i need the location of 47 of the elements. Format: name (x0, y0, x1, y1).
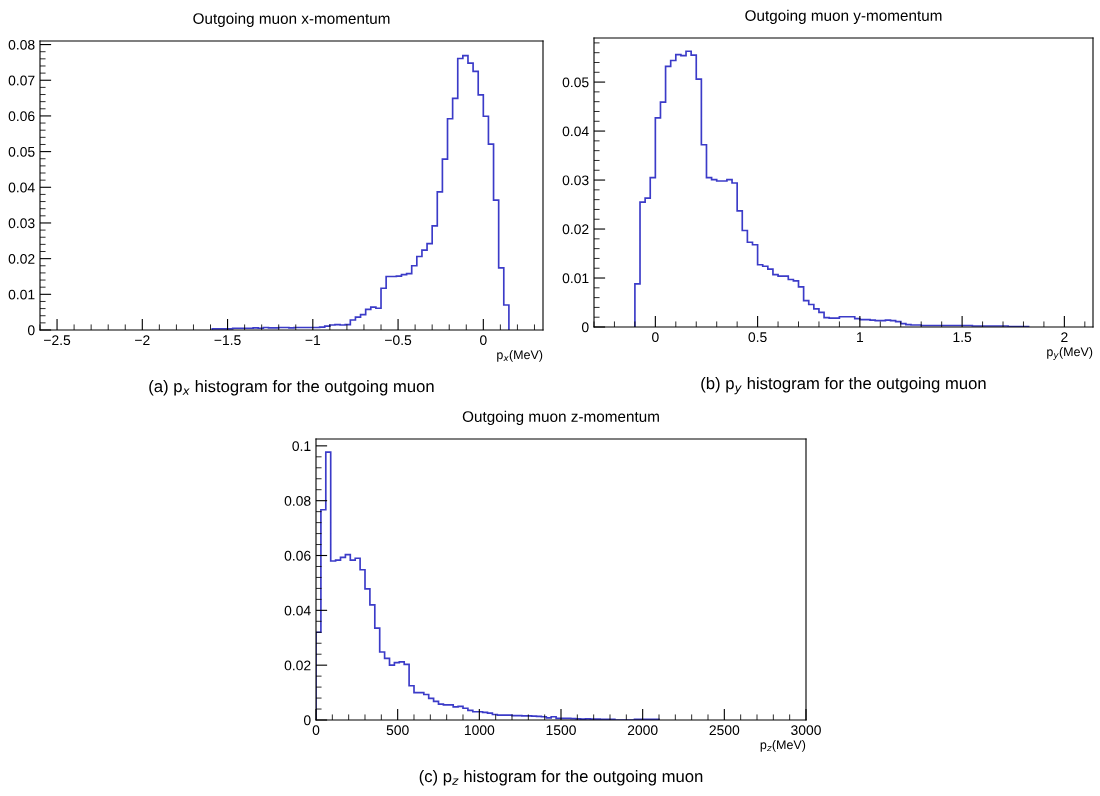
text: (b) p$_{y}$ histogram for the outgoing muon (701, 377, 986, 395)
x-tick-label: −2 (135, 335, 150, 345)
y-tick-label: 0.07 (8, 75, 35, 86)
x-axis-title: p$_{x}$(MeV) (497, 350, 543, 362)
x-tick-label: 3000 (791, 725, 821, 736)
y-tick-label: 0 (303, 715, 311, 726)
y-tick-label: 0.02 (284, 660, 311, 671)
chart-title: Outgoing muon y-momentum (745, 9, 942, 24)
y-tick-label: 0.04 (284, 605, 311, 616)
y-tick-label: 0.06 (284, 550, 311, 561)
x-tick-label: 500 (386, 725, 409, 736)
text: (a) p$_{x}$ histogram for the outgoing muon (149, 380, 434, 396)
chart-title: Outgoing muon x-momentum (193, 12, 390, 27)
text: (c) p$_{z}$ histogram for the outgoing muon (419, 770, 703, 786)
y-tick-label: 0.03 (8, 218, 35, 229)
x-tick-label: 2000 (627, 725, 658, 736)
y-tick-label: 0 (581, 322, 589, 333)
y-tick-label: 0.1 (292, 441, 311, 452)
x-tick-label: −1 (305, 335, 321, 345)
y-tick-label: 0.03 (562, 175, 589, 186)
x-tick-label: 0.5 (748, 332, 767, 343)
y-tick-label: 0.08 (284, 496, 311, 506)
x-tick-label: 1.5 (953, 332, 972, 343)
x-tick-label: −0.5 (385, 335, 412, 346)
x-tick-label: 1000 (464, 725, 495, 736)
x-tick-label: 1500 (546, 725, 576, 736)
x-tick-label: 0 (480, 335, 487, 346)
x-axis-title: p$_{z}$(MeV) (760, 740, 806, 752)
x-tick-label: 2 (1061, 332, 1068, 342)
x-tick-label: 1 (857, 332, 864, 342)
y-tick-label: 0.04 (562, 126, 589, 137)
y-tick-label: 0.05 (562, 77, 589, 88)
y-tick-label: 0.05 (8, 146, 35, 157)
chart-title: Outgoing muon z-momentum (462, 410, 659, 425)
x-tick-label: −2.5 (44, 335, 71, 346)
x-tick-label: 2500 (709, 725, 740, 736)
x-axis-title: p$_{y}$(MeV) (1047, 347, 1093, 360)
y-tick-label: 0.06 (8, 111, 35, 122)
y-tick-label: 0.08 (8, 39, 35, 50)
y-tick-label: 0.01 (562, 273, 589, 284)
y-tick-label: 0.01 (8, 289, 35, 300)
y-tick-label: 0.02 (562, 224, 589, 235)
x-tick-label: 0 (652, 332, 659, 343)
y-tick-label: 0.04 (8, 182, 35, 193)
x-tick-label: −1.5 (214, 335, 241, 346)
y-tick-label: 0.02 (8, 253, 35, 264)
x-tick-label: 0 (312, 725, 320, 736)
